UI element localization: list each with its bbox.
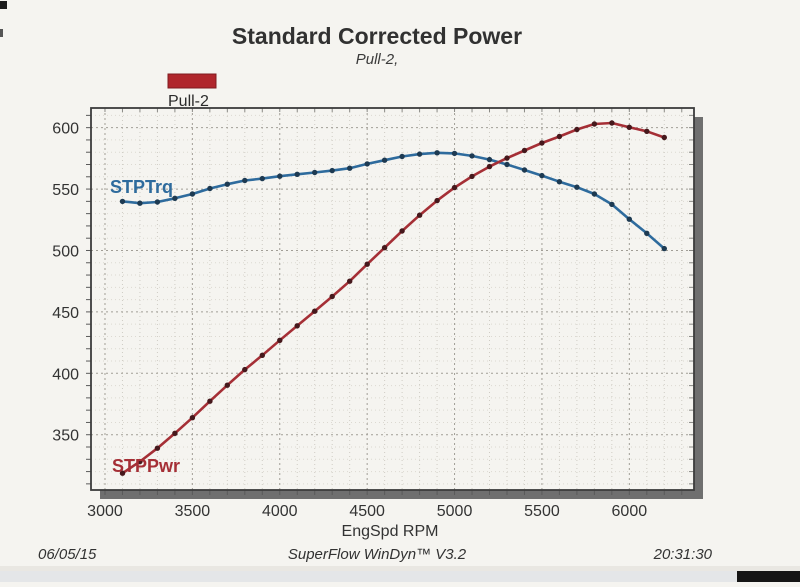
- data-point-stppwr: [294, 323, 300, 329]
- data-point-stppwr: [242, 366, 248, 373]
- data-point-stptrq: [434, 150, 440, 156]
- x-tick-label: 6000: [612, 503, 648, 520]
- data-point-stptrq: [172, 195, 178, 201]
- data-point-stptrq: [259, 175, 265, 182]
- series-label-stppwr: STPPwr: [112, 456, 180, 476]
- data-point-stppwr: [626, 124, 632, 130]
- scan-artifact-top-left-mark: [0, 1, 7, 9]
- data-point-stptrq: [381, 157, 388, 163]
- data-point-stppwr: [189, 415, 196, 421]
- data-point-stptrq: [277, 173, 283, 179]
- chart-subtitle: Pull-2,: [356, 51, 399, 68]
- data-point-stppwr: [416, 212, 423, 218]
- chart-title: Standard Corrected Power: [232, 23, 522, 49]
- data-point-stppwr: [486, 163, 493, 170]
- scan-edge-band: [0, 571, 800, 582]
- data-point-stptrq: [609, 201, 615, 208]
- data-point-stptrq: [189, 191, 196, 197]
- plot-area: 350 400 450 500 550 600 3000 3500 4000 4500 5000 55…: [52, 107, 703, 520]
- x-tick-label: 5000: [437, 503, 473, 520]
- footer-time: 20:31:30: [653, 546, 713, 563]
- data-point-stptrq: [119, 198, 126, 205]
- data-point-stptrq: [451, 150, 458, 157]
- y-tick-label: 400: [52, 366, 79, 383]
- data-point-stppwr: [312, 308, 318, 314]
- data-point-stppwr: [172, 430, 178, 436]
- data-point-stppwr: [469, 173, 475, 180]
- data-point-stptrq: [504, 161, 510, 168]
- data-point-stptrq: [644, 230, 650, 236]
- data-point-stppwr: [661, 134, 667, 141]
- data-point-stppwr: [277, 337, 283, 343]
- y-tick-label: 450: [52, 305, 79, 322]
- data-point-stppwr: [154, 445, 161, 451]
- data-point-stptrq: [521, 167, 528, 173]
- data-point-stppwr: [574, 126, 580, 133]
- data-point-stppwr: [556, 133, 563, 140]
- footer-date: 06/05/15: [38, 546, 97, 563]
- footer-app-name: SuperFlow WinDyn™ V3.2: [288, 546, 467, 563]
- data-point-stppwr: [644, 128, 650, 134]
- data-point-stptrq: [626, 216, 632, 222]
- data-point-stppwr: [347, 278, 353, 284]
- data-point-stptrq: [347, 165, 353, 171]
- data-point-stppwr: [609, 120, 615, 126]
- data-point-stppwr: [119, 470, 126, 476]
- scan-artifact-edge-speck: [0, 29, 3, 37]
- series-line-stppwr: [121, 121, 666, 475]
- data-point-stptrq: [469, 153, 475, 159]
- legend-label-pull2: Pull-2: [168, 93, 209, 110]
- data-point-stppwr: [521, 147, 528, 154]
- plot-background: [91, 108, 694, 490]
- data-point-stptrq: [556, 179, 563, 185]
- y-tick-label: 500: [52, 243, 79, 260]
- data-point-stptrq: [154, 199, 161, 205]
- data-point-stppwr: [381, 245, 388, 251]
- data-point-stptrq: [591, 191, 598, 197]
- y-tick-label: 350: [52, 428, 79, 445]
- data-point-stptrq: [539, 172, 545, 179]
- data-point-stppwr: [451, 184, 458, 191]
- data-point-stptrq: [207, 185, 213, 192]
- data-point-stppwr: [399, 228, 405, 234]
- data-point-stppwr: [137, 458, 143, 465]
- series-label-stptrq: STPTrq: [110, 177, 173, 197]
- y-tick-label: 550: [52, 182, 79, 199]
- data-point-stptrq: [574, 184, 580, 190]
- data-point-stppwr: [504, 155, 510, 161]
- data-point-stptrq: [312, 169, 318, 176]
- x-tick-label: 4000: [262, 503, 298, 520]
- data-point-stptrq: [242, 177, 248, 184]
- data-point-stppwr: [591, 121, 598, 127]
- x-tick-label: 5500: [524, 503, 560, 520]
- series-line-stptrq: [121, 151, 666, 250]
- data-point-stptrq: [137, 200, 143, 206]
- data-point-stptrq: [329, 167, 335, 174]
- data-point-stptrq: [486, 156, 493, 163]
- data-point-stptrq: [224, 181, 230, 187]
- legend-swatch-pull2: [167, 73, 217, 89]
- data-point-stppwr: [224, 382, 230, 388]
- y-tick-label: 600: [52, 121, 79, 138]
- data-point-stptrq: [364, 161, 370, 167]
- scan-shadow-band: [0, 566, 800, 572]
- data-point-stptrq: [294, 171, 300, 177]
- data-point-stppwr: [259, 352, 265, 358]
- data-point-stppwr: [364, 261, 370, 267]
- data-point-stppwr: [434, 197, 440, 204]
- scan-artifact-corner-block: [737, 571, 800, 582]
- data-point-stptrq: [399, 153, 405, 160]
- data-point-stppwr: [539, 140, 545, 146]
- x-axis-title: EngSpd RPM: [342, 523, 439, 540]
- plot-border: [90, 107, 695, 491]
- x-tick-label: 3500: [175, 503, 211, 520]
- x-tick-label: 3000: [87, 503, 123, 520]
- x-tick-label: 4500: [349, 503, 385, 520]
- data-point-stptrq: [416, 151, 423, 157]
- data-point-stptrq: [661, 245, 667, 252]
- data-point-stppwr: [207, 398, 213, 404]
- data-point-stppwr: [329, 293, 335, 300]
